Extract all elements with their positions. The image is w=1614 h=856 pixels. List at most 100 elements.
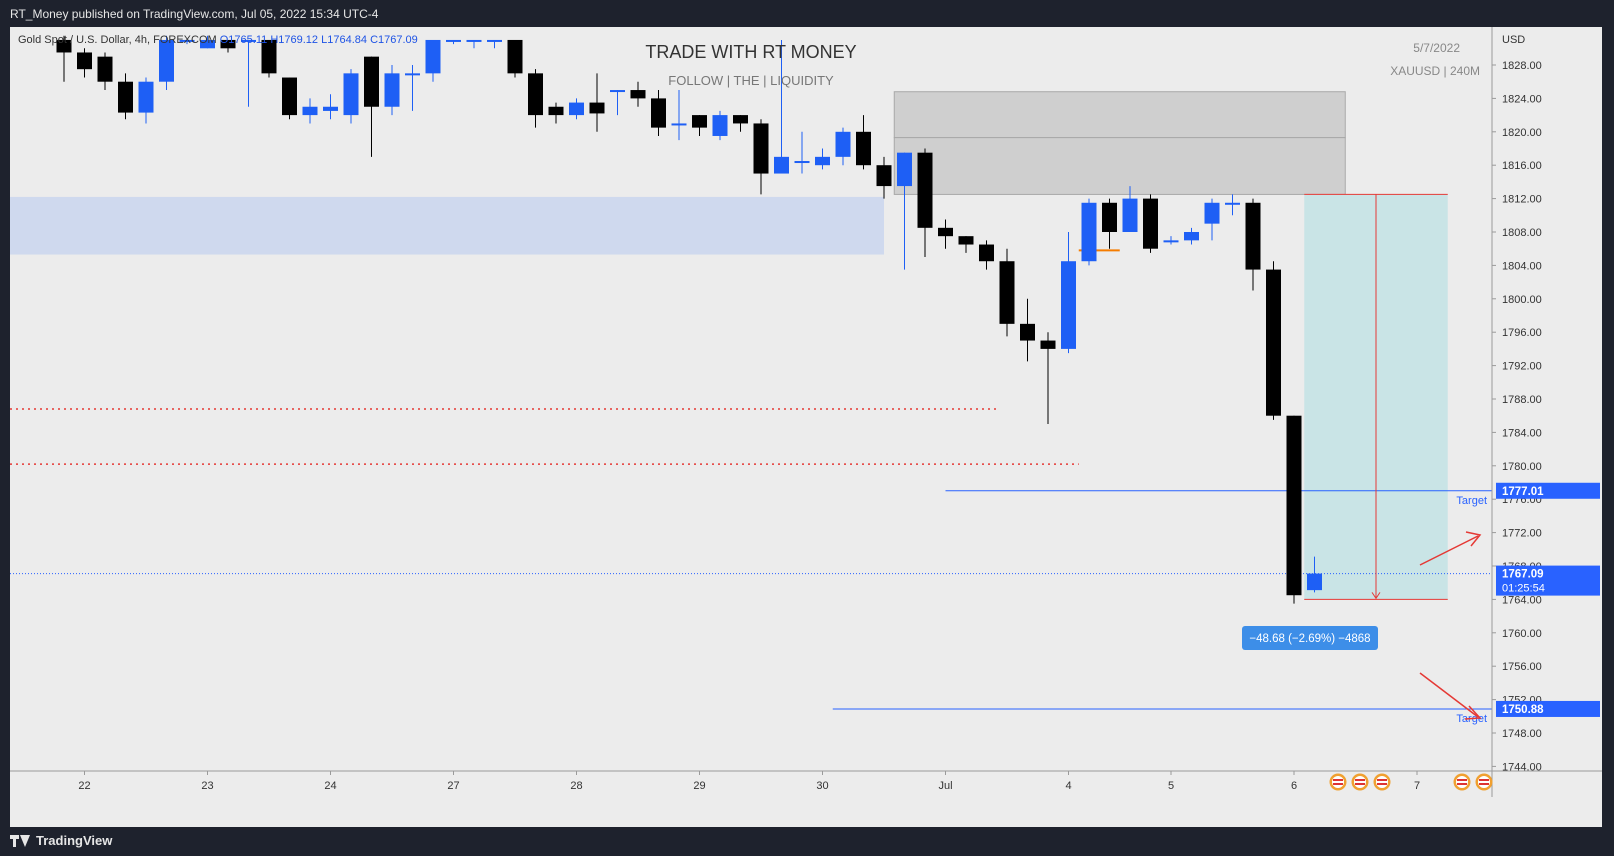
candle: [733, 115, 748, 132]
candle: [507, 39, 523, 78]
candle: [1122, 186, 1138, 232]
event-flag-stripe: [1355, 783, 1365, 785]
price-label-text: 1767.09: [1502, 569, 1544, 581]
price-label-bg: [1496, 700, 1600, 717]
candle: [774, 39, 789, 174]
price-label: 1767.09 01:25:54: [1496, 565, 1600, 596]
candle: [1163, 236, 1179, 245]
plot-area: [10, 35, 1492, 710]
candle-body: [548, 106, 564, 116]
event-flag-inner: [1456, 776, 1468, 788]
candle-body: [179, 39, 195, 42]
candle-body: [1102, 202, 1117, 232]
candle: [548, 102, 564, 124]
x-tick-label: 24: [324, 780, 336, 792]
candle-body: [384, 73, 400, 107]
y-tick-label: 1812.00: [1502, 194, 1542, 206]
event-flag-icon: [1329, 773, 1347, 791]
candle: [1020, 298, 1035, 362]
candle: [897, 152, 912, 270]
candle-body: [220, 39, 236, 49]
candle: [1204, 198, 1220, 241]
candle-body: [466, 39, 482, 42]
ohlc-low: L1764.84: [321, 34, 367, 46]
x-tick-label: 30: [816, 780, 828, 792]
candle-body: [794, 161, 810, 164]
x-tick-label: Jul: [938, 780, 952, 792]
candle-body: [671, 123, 687, 126]
event-flag-stripe: [1333, 779, 1343, 781]
publisher-text: RT_Money published on TradingView.com, J…: [10, 7, 379, 21]
event-flag-inner: [1332, 776, 1344, 788]
candle: [56, 35, 72, 82]
y-tick-label: 1788.00: [1502, 394, 1542, 406]
ohlc-close: C1767.09: [370, 34, 418, 46]
y-tick-label: 1792.00: [1502, 361, 1542, 373]
price-label-text: 1750.88: [1502, 704, 1544, 716]
red-arrow-up-head: [1465, 531, 1482, 547]
candle: [671, 90, 687, 141]
event-flag-stripe: [1377, 779, 1387, 781]
candle: [1225, 194, 1240, 216]
candle-body: [425, 39, 441, 74]
event-flag-icon: [1351, 773, 1369, 791]
candle-body: [1225, 202, 1240, 205]
x-tick-label: 5: [1168, 780, 1174, 792]
event-flag-stripe: [1457, 783, 1467, 785]
y-tick-label: 1824.00: [1502, 93, 1542, 105]
blue-supply-zone: [10, 196, 884, 255]
candle-body: [835, 131, 851, 157]
candle: [97, 52, 113, 91]
event-flag-stripe: [1333, 783, 1343, 785]
candle-body: [323, 106, 338, 111]
candle-body: [97, 56, 113, 82]
candle: [405, 65, 420, 111]
y-tick-label: 1744.00: [1502, 761, 1542, 773]
candle-body: [1266, 269, 1281, 416]
red-arrow-up: [1419, 535, 1479, 566]
candle-body: [979, 244, 994, 262]
candle: [1184, 227, 1199, 245]
measure-text: −48.68 (−2.69%) −4868: [1249, 633, 1370, 645]
measure-arrowhead: [1371, 592, 1381, 600]
red-arrow-down-head: [1464, 705, 1482, 720]
candle: [1081, 198, 1097, 266]
candle: [343, 69, 359, 124]
tradingview-brand[interactable]: TradingView: [10, 833, 112, 848]
event-flag-stripe: [1479, 783, 1489, 785]
x-tick-label: 6: [1291, 780, 1297, 792]
candle-body: [692, 115, 707, 128]
candle: [1266, 261, 1281, 420]
ohlc-high: H1769.12: [270, 34, 319, 46]
candle-body: [364, 56, 379, 107]
publish-header: RT_Money published on TradingView.com, J…: [0, 0, 1614, 27]
event-flag-icon: [1475, 773, 1493, 791]
candle-body: [1163, 240, 1179, 243]
event-flag-inner: [1376, 776, 1388, 788]
candle-body: [1020, 323, 1035, 341]
candle: [835, 127, 851, 166]
candle: [692, 115, 707, 136]
event-flag-stripe: [1355, 779, 1365, 781]
candle: [753, 119, 769, 195]
y-tick-label: 1808.00: [1502, 227, 1542, 239]
candle-body: [753, 123, 769, 174]
tradingview-logo-icon: [10, 834, 30, 847]
y-tick-label: 1820.00: [1502, 127, 1542, 139]
candle: [118, 73, 133, 120]
candle-body: [958, 236, 974, 245]
price-label-bg: [1496, 482, 1600, 499]
candle: [651, 90, 666, 136]
candle: [1040, 332, 1056, 425]
x-tick-label: 28: [570, 780, 582, 792]
x-tick-label: 22: [78, 780, 90, 792]
candle: [466, 39, 482, 49]
candle-body: [1143, 198, 1158, 249]
y-tick-label: 1804.00: [1502, 260, 1542, 272]
candle: [528, 69, 543, 128]
candle-body: [343, 73, 359, 116]
candle-body: [528, 73, 543, 116]
x-tick-label: 7: [1414, 780, 1420, 792]
candle-body: [302, 106, 318, 116]
